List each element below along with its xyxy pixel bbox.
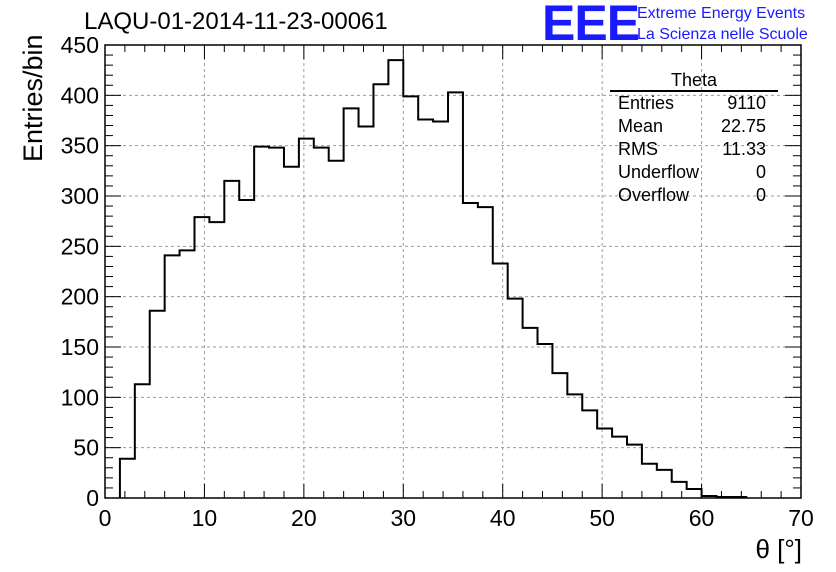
histogram-bin xyxy=(627,445,642,498)
plot-frame xyxy=(104,44,802,499)
stats-label: Underflow xyxy=(618,162,700,182)
histogram-bin xyxy=(433,122,448,498)
y-tick-label: 300 xyxy=(61,183,99,209)
histogram-bin xyxy=(567,394,582,498)
histogram-bin xyxy=(150,311,165,498)
histogram-bin xyxy=(180,250,195,498)
histogram-bin xyxy=(538,344,553,498)
y-tick-label: 50 xyxy=(73,435,99,461)
x-tick-label: 10 xyxy=(192,505,218,531)
histogram-bin xyxy=(373,84,388,498)
stats-label: Mean xyxy=(618,116,664,136)
histogram-bin xyxy=(687,489,702,498)
x-tick-label: 50 xyxy=(589,505,615,531)
stats-label: Overflow xyxy=(618,185,690,205)
stats-row-entries: Entries 9110 xyxy=(610,92,778,115)
x-axis-label: θ [°] xyxy=(755,534,802,564)
stats-row-overflow: Overflow 0 xyxy=(610,184,778,207)
x-tick-label: 60 xyxy=(689,505,715,531)
chart-title: LAQU-01-2014-11-23-00061 xyxy=(84,8,388,35)
stats-value: 0 xyxy=(755,162,766,182)
histogram-bin xyxy=(403,96,418,498)
histogram-bin xyxy=(239,200,254,498)
histogram-bin xyxy=(344,108,359,498)
x-tick-label: 0 xyxy=(99,505,112,531)
y-tick-label: 150 xyxy=(61,334,99,360)
histogram-bin xyxy=(299,139,314,498)
histogram-bin xyxy=(418,119,433,498)
x-tick-label: 20 xyxy=(291,505,317,531)
histogram-bin xyxy=(254,147,269,498)
x-tick-label: 70 xyxy=(788,505,814,531)
histogram-bin xyxy=(657,470,672,498)
stats-value: 9110 xyxy=(727,93,766,113)
histogram-bin xyxy=(165,255,180,498)
histogram-bin xyxy=(582,410,597,498)
histogram-bin xyxy=(672,482,687,498)
stats-value: 0 xyxy=(755,185,766,205)
x-tick-label: 40 xyxy=(490,505,516,531)
histogram-bin xyxy=(463,203,478,498)
y-tick-label: 450 xyxy=(61,32,99,58)
stats-value: 11.33 xyxy=(722,139,766,159)
histogram-bin xyxy=(642,464,657,498)
stats-box: Theta Entries 9110 Mean 22.75 RMS 11.33 … xyxy=(610,70,778,207)
stats-label: Entries xyxy=(618,93,675,113)
y-tick-label: 100 xyxy=(61,384,99,410)
logo-line-1: Extreme Energy Events xyxy=(637,5,806,22)
stats-row-underflow: Underflow 0 xyxy=(610,161,778,184)
histogram-bin xyxy=(284,167,299,498)
histogram-bin xyxy=(612,437,627,498)
histogram-bin xyxy=(194,217,209,498)
histogram-bin xyxy=(493,263,508,498)
stats-label: RMS xyxy=(618,139,658,159)
histogram-bin xyxy=(269,148,284,498)
histogram-bin xyxy=(135,384,150,498)
histogram-bin xyxy=(388,60,403,498)
histogram-bin xyxy=(597,429,612,498)
histogram-bin xyxy=(448,92,463,498)
histogram-bin xyxy=(359,127,374,498)
logo-caption: Extreme Energy Events La Scienza nelle S… xyxy=(637,3,808,45)
stats-row-rms: RMS 11.33 xyxy=(610,138,778,161)
y-tick-label: 400 xyxy=(61,82,99,108)
stats-value: 22.75 xyxy=(720,116,766,136)
stats-row-mean: Mean 22.75 xyxy=(610,115,778,138)
logo-line-2: La Scienza nelle Scuole xyxy=(637,26,808,43)
y-tick-label: 250 xyxy=(61,233,99,259)
histogram-line xyxy=(118,59,748,498)
histogram-bin xyxy=(552,373,567,498)
stats-title: Theta xyxy=(610,70,778,92)
histogram-bin xyxy=(508,299,523,498)
histogram-bin xyxy=(314,148,329,498)
y-axis-label: Entries/bin xyxy=(18,34,48,162)
eee-logo: EEE xyxy=(542,0,640,51)
y-tick-label: 0 xyxy=(86,485,99,511)
histogram-bin xyxy=(209,222,224,498)
y-tick-label: 350 xyxy=(61,133,99,159)
y-tick-label: 200 xyxy=(61,284,99,310)
x-tick-label: 30 xyxy=(390,505,416,531)
histogram-bin xyxy=(478,207,493,498)
histogram-bin xyxy=(523,328,538,498)
histogram-bin xyxy=(120,459,135,498)
histogram-bin xyxy=(224,181,239,498)
